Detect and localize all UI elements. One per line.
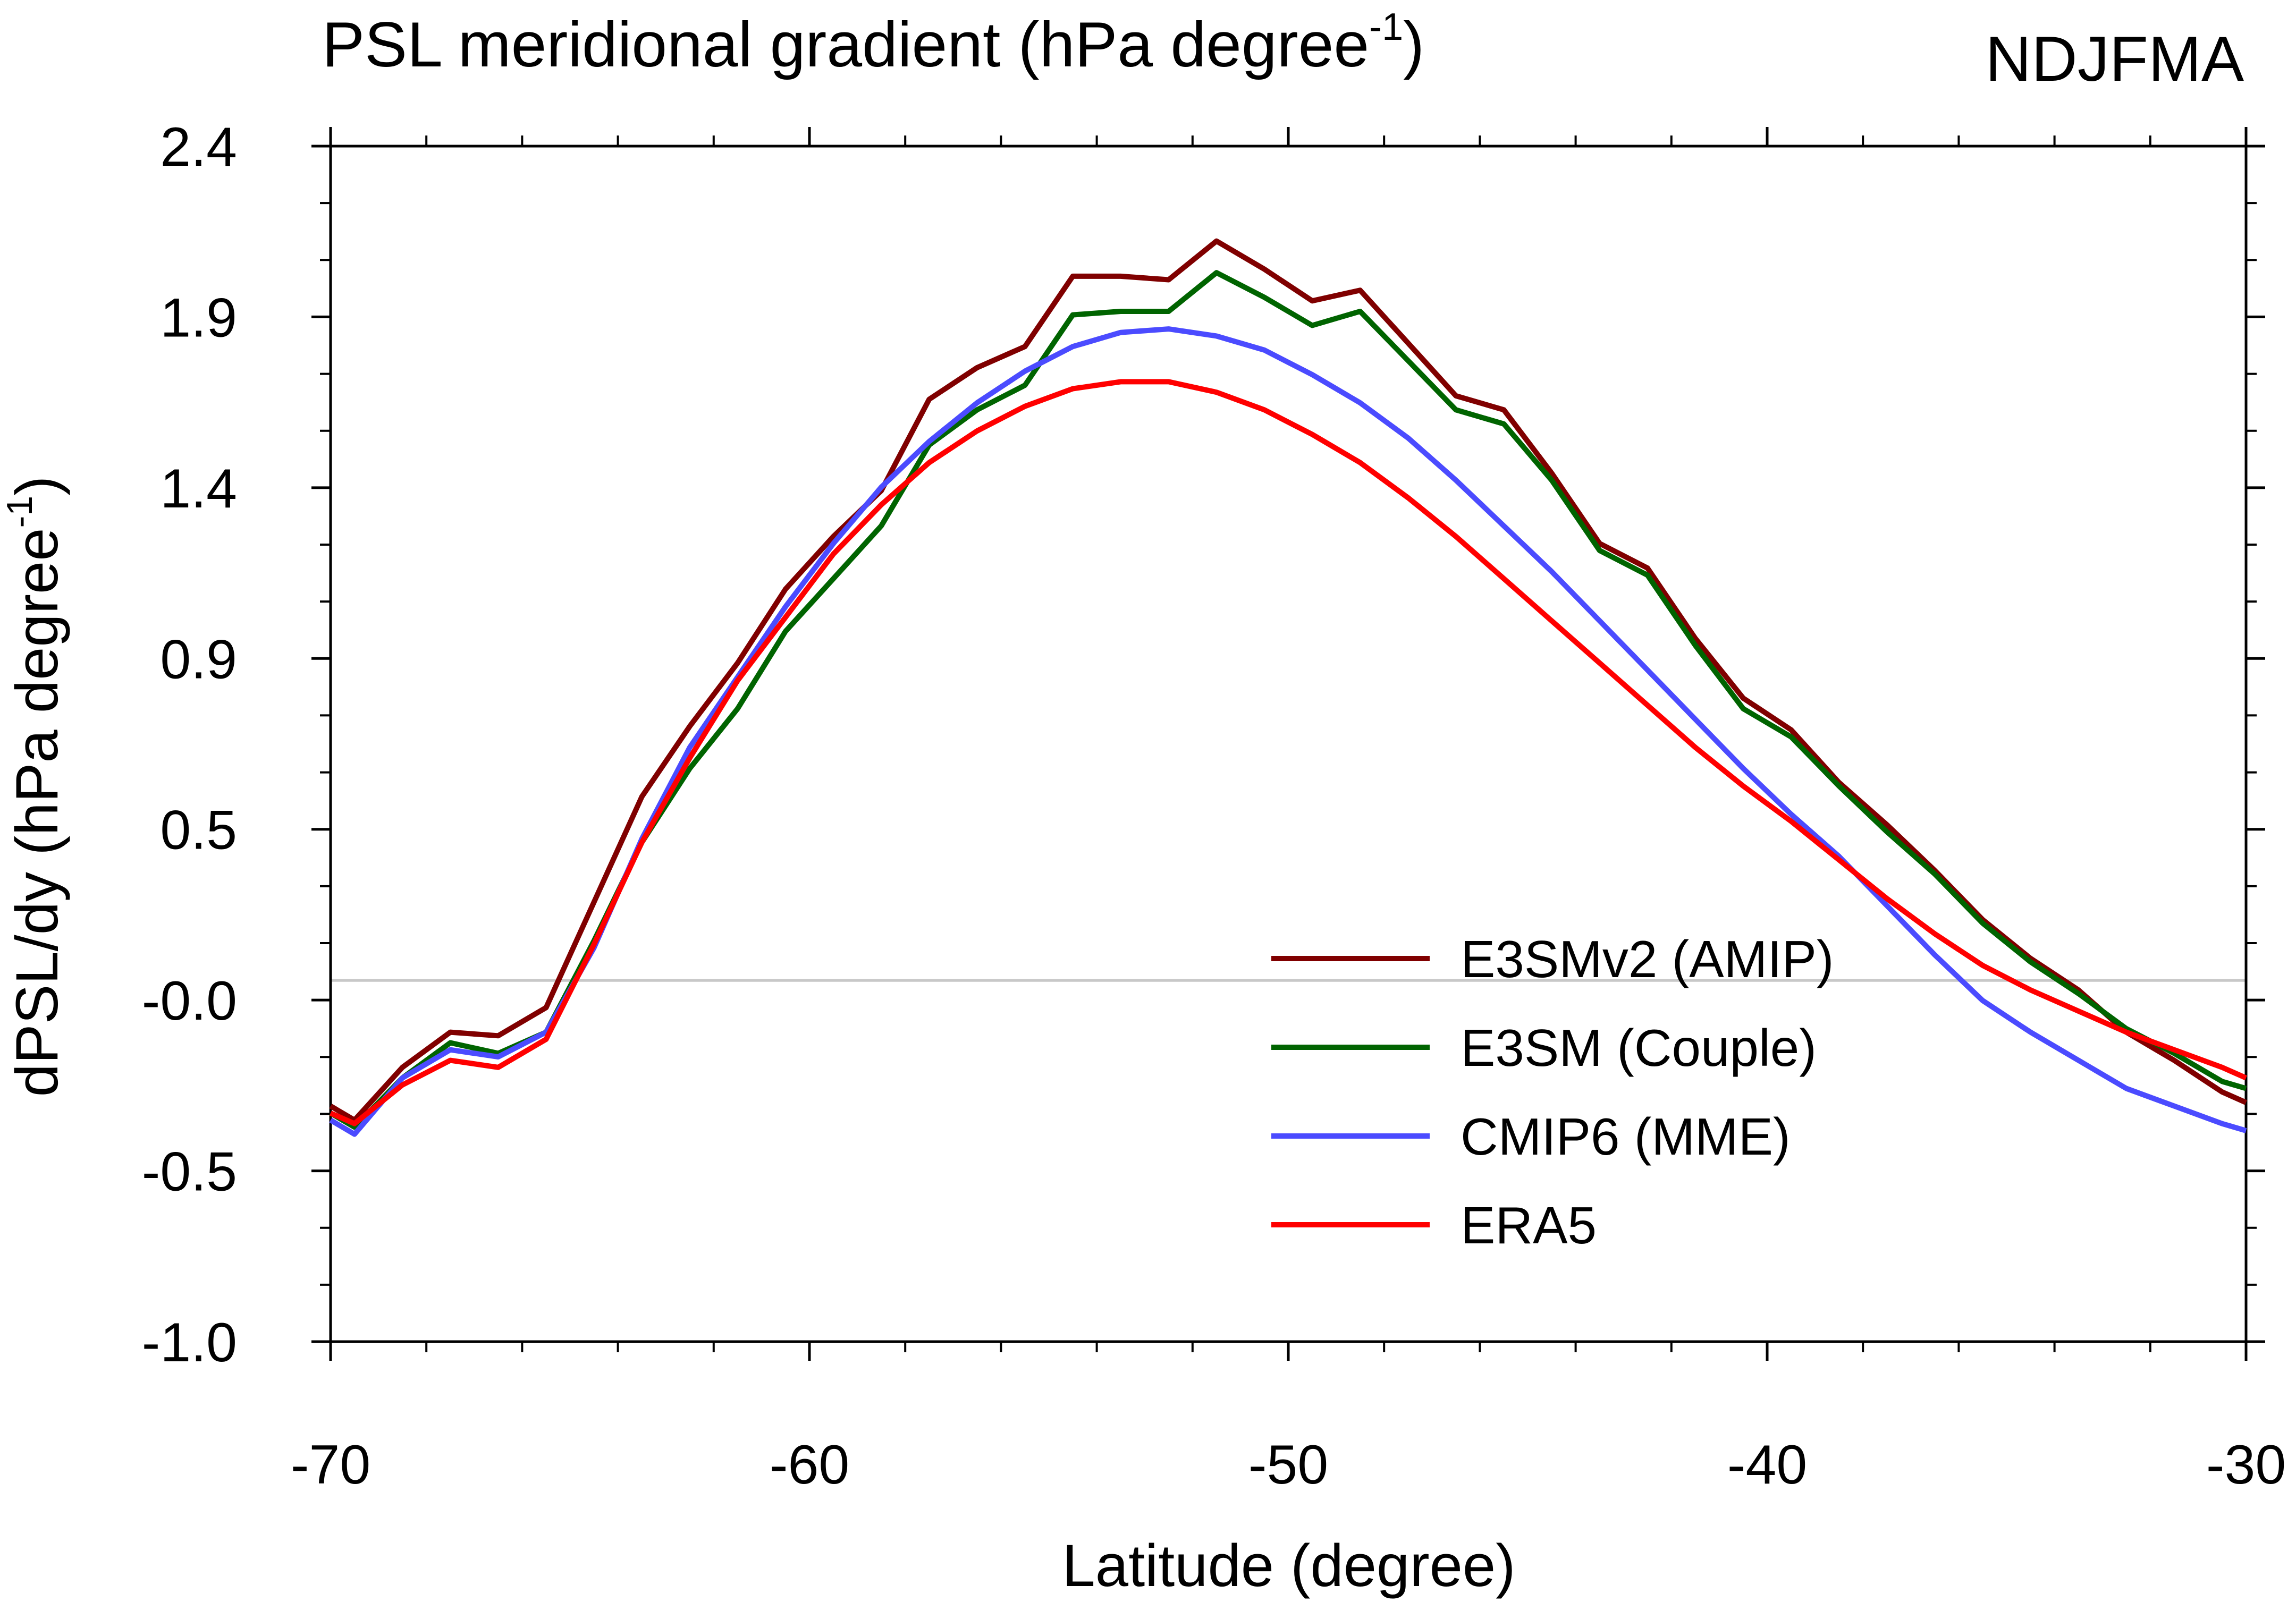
legend: E3SMv2 (AMIP) E3SM (Couple) CMIP6 (MME) ERA… bbox=[1271, 930, 1834, 1255]
series-line-cmip6-mme bbox=[329, 326, 2247, 1137]
chart-title-main: PSL meridional gradient (hPa degree bbox=[322, 9, 1369, 80]
legend-label-era5: ERA5 bbox=[1461, 1196, 1597, 1255]
series-line-era5 bbox=[329, 379, 2248, 1126]
series-line-e3sm-couple bbox=[329, 270, 2247, 1130]
series-lines bbox=[329, 238, 2248, 1137]
plot-area bbox=[329, 145, 2248, 1343]
legend-label-e3smv2-amip: E3SMv2 (AMIP) bbox=[1461, 930, 1834, 988]
x-tick-label: -70 bbox=[291, 1434, 370, 1496]
y-tick-label: 0.5 bbox=[160, 800, 237, 861]
y-axis-label-main: dPSL/dy (hPa degree bbox=[4, 528, 70, 1097]
legend-label-cmip6-mme: CMIP6 (MME) bbox=[1461, 1107, 1791, 1166]
season-label: NDJFMA bbox=[1985, 23, 2244, 95]
x-tick-label: -50 bbox=[1248, 1434, 1328, 1496]
chart-title: PSL meridional gradient (hPa degree-1) bbox=[322, 6, 1424, 80]
y-axis-tick-labels: -1.0 -0.5 -0.0 0.5 0.9 1.4 1.9 2.4 bbox=[142, 116, 237, 1374]
y-tick-label: 1.4 bbox=[160, 458, 237, 520]
x-tick-label: -30 bbox=[2206, 1434, 2286, 1496]
chart-title-superscript: -1 bbox=[1369, 6, 1403, 48]
y-tick-label: 1.9 bbox=[160, 287, 237, 349]
x-axis-label: Latitude (degree) bbox=[1062, 1532, 1515, 1599]
y-axis-label-superscript: -1 bbox=[0, 496, 40, 528]
y-axis-label-suffix: ) bbox=[4, 476, 70, 496]
y-tick-label: -0.5 bbox=[142, 1141, 237, 1203]
y-tick-label: -0.0 bbox=[142, 970, 237, 1032]
x-tick-label: -60 bbox=[770, 1434, 849, 1496]
y-axis-label: dPSL/dy (hPa degree-1) bbox=[0, 476, 70, 1097]
plot-frame bbox=[329, 145, 2248, 1343]
axis-ticks bbox=[311, 127, 2265, 1361]
x-axis-tick-labels: -70 -60 -50 -40 -30 bbox=[291, 1434, 2286, 1496]
series-line-e3smv2-amip bbox=[329, 238, 2248, 1123]
y-tick-label: 0.9 bbox=[160, 629, 237, 690]
y-tick-label: 2.4 bbox=[160, 116, 237, 178]
chart-title-suffix: ) bbox=[1403, 9, 1424, 80]
x-tick-label: -40 bbox=[1727, 1434, 1807, 1496]
y-tick-label: -1.0 bbox=[142, 1312, 237, 1374]
y-axis-label-group: dPSL/dy (hPa degree-1) bbox=[0, 476, 70, 1097]
legend-label-e3sm-couple: E3SM (Couple) bbox=[1461, 1019, 1817, 1077]
